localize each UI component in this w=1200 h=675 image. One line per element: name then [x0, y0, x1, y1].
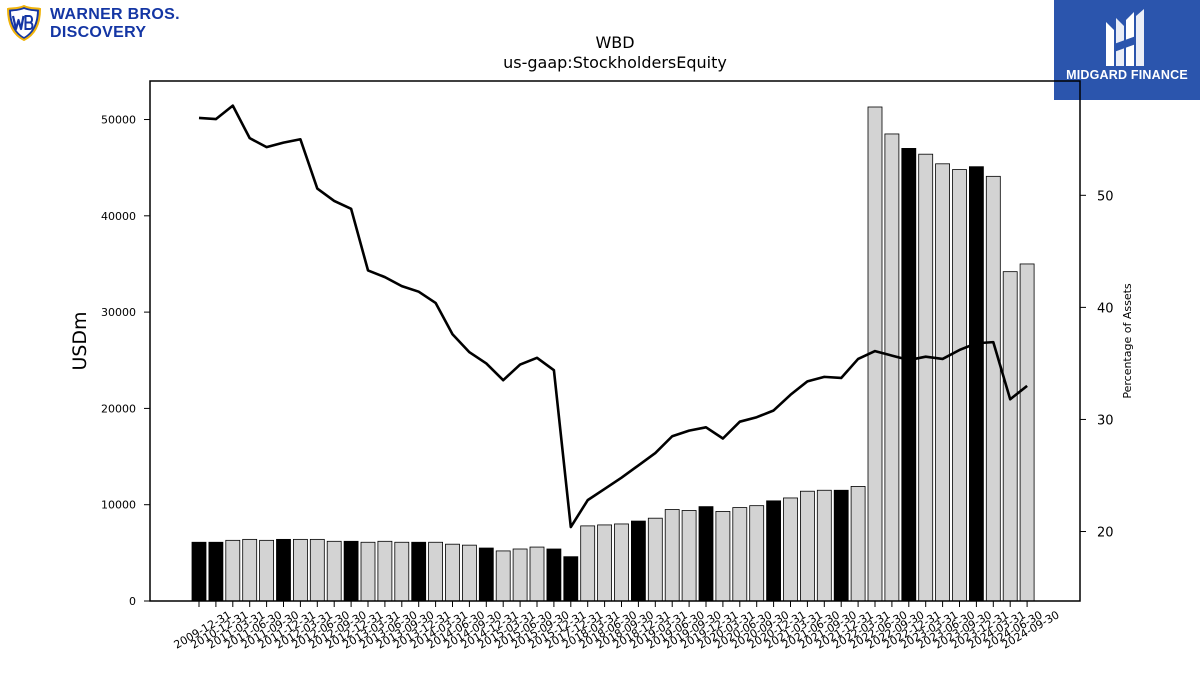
plot-frame — [149, 80, 1081, 602]
y-tick-label: 0 — [129, 595, 136, 608]
y-tick-label: 10000 — [101, 499, 136, 512]
logo-line1: WARNER BROS. — [50, 6, 180, 23]
bar — [664, 509, 680, 602]
warner-bros-discovery-logo: WARNER BROS. DISCOVERY — [6, 5, 196, 43]
bar — [935, 163, 950, 602]
y-axis-label: USDm — [69, 311, 91, 370]
bar — [428, 541, 444, 602]
bar — [326, 540, 342, 602]
bar-series — [191, 106, 1035, 602]
bar — [259, 539, 275, 602]
bar — [225, 539, 241, 602]
bar — [783, 497, 798, 602]
percentage-line — [198, 104, 1028, 529]
midgard-logo-text: MIDGARD FINANCE — [1066, 68, 1188, 82]
line-series-group — [198, 104, 1028, 529]
y-tick-label: 20000 — [101, 402, 136, 415]
y-tick-label: 30000 — [101, 306, 136, 319]
chart-subtitle: us-gaap:StockholdersEquity — [503, 53, 727, 72]
bar — [276, 538, 291, 602]
bar — [732, 507, 748, 602]
y-tick-label: 40000 — [101, 210, 136, 223]
bar — [985, 175, 1001, 602]
midgard-finance-logo: MIDGARD FINANCE — [1054, 0, 1200, 100]
bar — [952, 169, 967, 602]
bar — [597, 524, 612, 602]
y2-axis-label: Percentage of Assets — [1121, 283, 1134, 399]
chart-title: WBD — [595, 33, 634, 52]
bar — [529, 546, 545, 602]
y2-tick-label: 40 — [1097, 301, 1114, 316]
bar — [698, 506, 714, 602]
bar — [749, 505, 765, 602]
y2-tick-label: 20 — [1097, 526, 1114, 541]
y-tick-label: 50000 — [101, 114, 136, 127]
y2-tick-label: 30 — [1097, 413, 1114, 428]
bar — [495, 550, 511, 602]
bar — [478, 547, 494, 602]
bar — [715, 511, 731, 602]
bar — [360, 541, 376, 602]
bar — [884, 133, 900, 602]
bar — [901, 148, 917, 602]
bar — [816, 489, 832, 602]
y-axis-left: 0 10000 20000 30000 40000 50000 — [101, 114, 150, 608]
bar — [631, 520, 646, 602]
bar — [681, 510, 697, 602]
bar — [614, 523, 629, 602]
bar — [191, 541, 207, 602]
bar — [1002, 271, 1018, 602]
logo-line2: DISCOVERY — [50, 24, 147, 41]
bar — [411, 541, 427, 602]
bar — [800, 490, 815, 602]
bar — [377, 540, 393, 602]
bar — [546, 548, 562, 602]
bar — [242, 538, 258, 602]
bar — [461, 544, 477, 602]
bar — [394, 541, 410, 602]
bar — [647, 517, 663, 602]
bar — [850, 486, 866, 602]
bar — [292, 538, 308, 602]
bar — [1019, 263, 1035, 602]
bar — [563, 556, 579, 602]
wb-shield-icon — [6, 5, 42, 41]
x-axis: 2009-12-312010-12-312011-03-312011-06-30… — [172, 601, 1062, 652]
y-axis-right: 20 30 40 50 — [1080, 189, 1114, 541]
bar — [833, 489, 849, 602]
bar — [580, 525, 596, 602]
bar — [918, 153, 934, 602]
y2-tick-label: 50 — [1097, 189, 1114, 204]
bar — [343, 540, 359, 602]
bar — [969, 166, 984, 602]
bar — [512, 548, 528, 602]
midgard-m-icon — [1106, 9, 1144, 66]
bar — [766, 500, 781, 602]
bar — [309, 538, 325, 602]
bar — [445, 543, 460, 602]
bar — [208, 541, 224, 602]
